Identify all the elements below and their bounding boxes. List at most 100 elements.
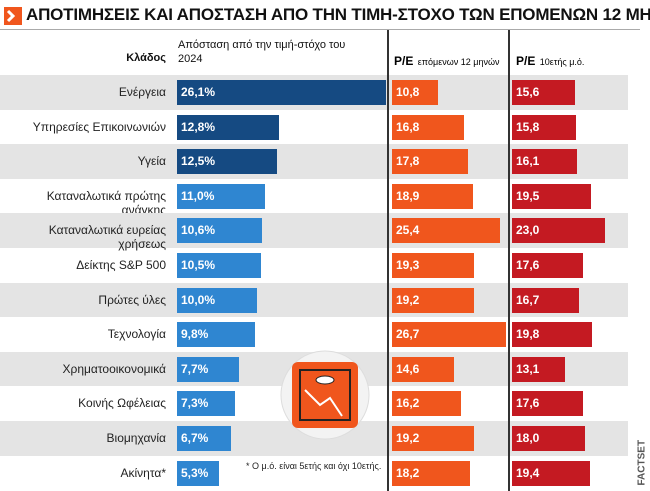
bar [392, 460, 470, 486]
value-label: 10,0% [181, 292, 216, 307]
divider [508, 30, 510, 491]
category-label: Υγεία [137, 154, 166, 169]
bar [177, 114, 280, 140]
footnote: * Ο μ.ό. είναι 5ετής και όχι 10ετής. [246, 461, 382, 471]
source: FACTSET [636, 439, 648, 486]
column-header: Απόσταση από την τιμή-στόχο του 2024 [178, 39, 346, 65]
category-label: Καταναλωτικά πρώτης ανάγκης [46, 188, 166, 217]
bar [512, 149, 578, 175]
decorative-icon [280, 350, 370, 440]
bar [512, 426, 585, 451]
value-label: 16,8 [396, 119, 420, 134]
category-label: Βιομηχανία [106, 431, 166, 445]
bar [392, 287, 474, 313]
bar [512, 218, 605, 244]
header-text: P/E [516, 54, 536, 68]
value-label: 10,6% [181, 223, 216, 238]
bar [512, 356, 565, 382]
bar [512, 80, 576, 105]
bar [177, 218, 262, 244]
value-label: 7,3% [181, 396, 209, 411]
value-label: 19,2 [396, 431, 420, 445]
value-label: 12,5% [181, 154, 216, 169]
bar [177, 356, 239, 382]
value-label: 15,6 [516, 85, 540, 99]
bar [177, 322, 256, 348]
bar [177, 287, 257, 313]
value-label: 6,7% [181, 431, 209, 445]
bar [177, 426, 231, 451]
value-label: 19,3 [396, 258, 420, 272]
category-label: Τεχνολογία [107, 327, 166, 342]
bar [512, 253, 584, 278]
bar [177, 183, 265, 209]
value-label: 18,0 [516, 431, 540, 445]
category-header: Κλάδος [126, 52, 166, 64]
bar [392, 322, 506, 348]
bar [392, 253, 475, 278]
subheader-text: 10ετής μ.ό. [539, 57, 585, 67]
subheader-text: επόμενων 12 μηνών [417, 57, 500, 67]
value-label: 26,7 [396, 327, 420, 342]
value-label: 16,7 [516, 292, 540, 307]
value-label: 17,6 [516, 258, 540, 272]
value-label: 11,0% [181, 188, 215, 203]
value-label: 19,5 [516, 188, 540, 203]
divider [387, 30, 389, 491]
value-label: 19,4 [516, 465, 540, 480]
column-header: P/E επόμενων 12 μηνών [394, 52, 499, 70]
category-label: Χρηματοοικονομικά [62, 361, 166, 376]
header-text: P/E [394, 54, 414, 68]
value-label: 23,0 [516, 223, 540, 238]
value-label: 13,1 [516, 361, 540, 376]
bar [392, 80, 439, 105]
value-label: 19,2 [396, 292, 420, 307]
value-label: 17,6 [516, 396, 540, 411]
value-label: 5,3% [181, 465, 209, 480]
value-label: 10,5% [181, 258, 216, 272]
title: ΑΠΟΤΙΜΗΣΕΙΣ ΚΑΙ ΑΠΟΣΤΑΣΗ ΑΠΟ ΤΗΝ ΤΙΜΗ-ΣΤ… [26, 5, 650, 24]
column-header: P/E 10ετής μ.ό. [516, 52, 584, 70]
value-label: 17,8 [396, 154, 420, 169]
category-label: Κοινής Ωφέλειας [78, 396, 166, 411]
value-label: 15,8 [516, 119, 540, 134]
value-label: 7,7% [181, 361, 209, 376]
category-label: Καταναλωτικά ευρείας χρήσεως [48, 223, 166, 252]
bar [512, 114, 576, 140]
category-label: Ενέργεια [118, 85, 166, 99]
title-icon [4, 7, 22, 25]
bar [177, 253, 261, 278]
value-label: 18,9 [396, 188, 420, 203]
bar [177, 391, 236, 417]
category-label: Ακίνητα* [120, 465, 166, 480]
value-label: 25,4 [396, 223, 420, 238]
value-label: 16,1 [516, 154, 540, 169]
value-label: 10,8 [396, 85, 420, 99]
bar [177, 149, 277, 175]
value-label: 14,6 [396, 361, 420, 376]
bar [177, 80, 386, 105]
bar [392, 149, 468, 175]
bar [392, 391, 462, 417]
bar [392, 356, 455, 382]
bar [512, 183, 591, 209]
bar [177, 460, 220, 486]
value-label: 18,2 [396, 465, 420, 480]
category-label: Δείκτης S&P 500 [76, 258, 166, 272]
bar [392, 114, 464, 140]
title-rule [0, 29, 640, 30]
bar [512, 322, 592, 348]
bar [512, 460, 591, 486]
category-label: Υπηρεσίες Επικοινωνιών [32, 119, 166, 134]
bar [392, 426, 474, 451]
value-label: 19,8 [516, 327, 540, 342]
value-label: 9,8% [181, 327, 209, 342]
value-label: 16,2 [396, 396, 420, 411]
value-label: 12,8% [181, 119, 216, 134]
bar [512, 391, 584, 417]
value-label: 26,1% [181, 85, 216, 99]
bar [392, 183, 473, 209]
bar [512, 287, 580, 313]
category-label: Πρώτες ύλες [98, 292, 166, 307]
